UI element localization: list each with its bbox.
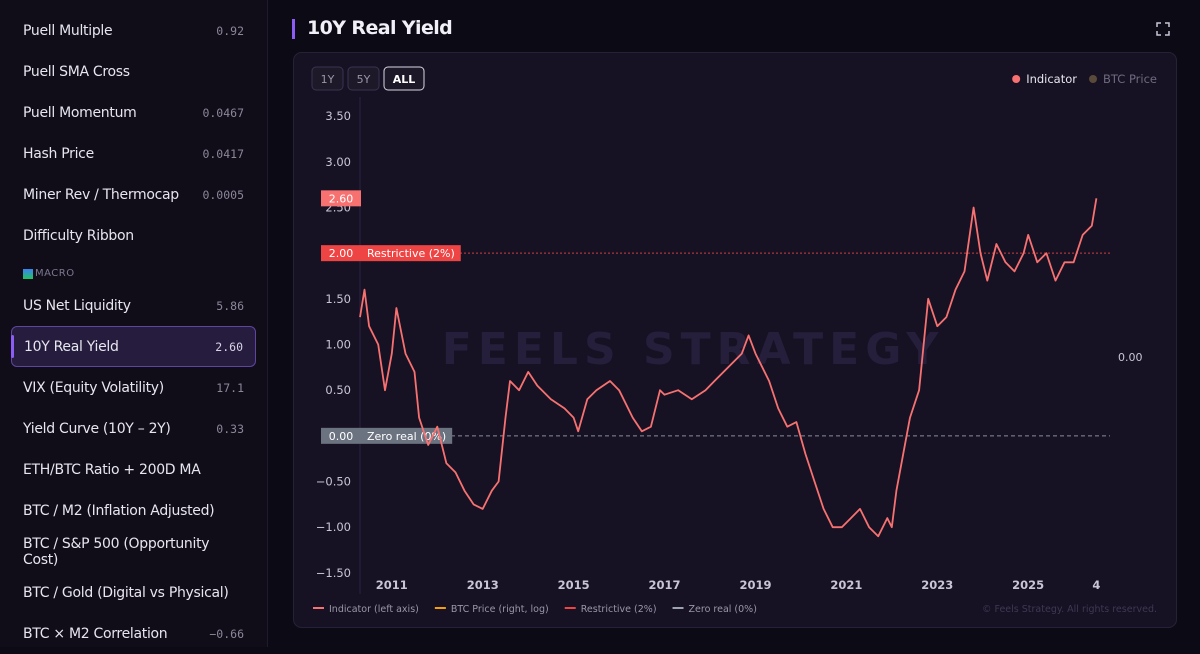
footer-legend-label: BTC Price (right, log) xyxy=(451,604,549,615)
footer-legend-label: Restrictive (2%) xyxy=(581,604,657,615)
x-tick-label: 2011 xyxy=(376,578,408,592)
y-tick-label: −1.50 xyxy=(316,566,351,580)
sidebar-item[interactable]: BTC / S&P 500 (Opportunity Cost) xyxy=(11,531,256,572)
item-name: Puell Momentum xyxy=(23,104,137,121)
y-tick-label: −1.00 xyxy=(316,520,351,534)
sidebar: Puell Multiple 0.92 Puell SMA Cross Puell M… xyxy=(0,0,268,647)
y-tick-label: 3.50 xyxy=(325,109,351,123)
section-header: MACRO xyxy=(11,256,256,285)
sidebar-item[interactable]: Miner Rev / Thermocap 0.0005 xyxy=(11,174,256,215)
item-name: 10Y Real Yield xyxy=(24,338,119,355)
sidebar-item[interactable]: BTC / M2 (Inflation Adjusted) xyxy=(11,490,256,531)
item-value: 0.33 xyxy=(216,421,244,436)
range-button-label: ALL xyxy=(393,73,416,86)
x-tick-label: 2023 xyxy=(921,578,953,592)
sidebar-item[interactable]: Difficulty Ribbon xyxy=(11,215,256,256)
item-value: −0.66 xyxy=(209,626,244,641)
x-tick-label: 2021 xyxy=(830,578,862,592)
y-tick-label: 0.50 xyxy=(325,383,351,397)
y-tick-label: −0.50 xyxy=(316,475,351,489)
legend-swatch xyxy=(1089,75,1098,83)
item-name: BTC / M2 (Inflation Adjusted) xyxy=(23,502,215,519)
range-button-bg xyxy=(383,66,425,91)
chart-title: 10Y Real Yield xyxy=(307,17,453,39)
right-axis-label: 0.00 xyxy=(1118,351,1143,364)
sidebar-item[interactable]: VIX (Equity Volatility) 17.1 xyxy=(11,367,256,408)
reference-name: Restrictive (2%) xyxy=(367,247,455,260)
range-button-label: 5Y xyxy=(357,73,371,86)
footer-legend-label: Indicator (left axis) xyxy=(329,604,419,615)
indicator-line xyxy=(359,198,1098,538)
range-button-label: 1Y xyxy=(321,73,335,86)
panel-bg xyxy=(293,52,1177,628)
footer-legend-label: Zero real (0%) xyxy=(689,604,757,615)
item-value: 5.86 xyxy=(216,298,244,313)
item-name: ETH/BTC Ratio + 200D MA xyxy=(23,461,201,478)
item-name: Puell SMA Cross xyxy=(23,63,130,80)
item-name: BTC / Gold (Digital vs Physical) xyxy=(23,584,229,601)
reference-name-bg xyxy=(361,427,453,444)
sidebar-item[interactable]: ETH/BTC Ratio + 200D MA xyxy=(11,449,256,490)
item-value: 0.0005 xyxy=(202,187,244,202)
item-value: 2.60 xyxy=(215,339,243,354)
item-name: Yield Curve (10Y – 2Y) xyxy=(23,420,171,437)
current-label: 2.60 xyxy=(329,192,354,205)
reference-badge xyxy=(321,245,361,262)
legend-swatch xyxy=(1012,75,1021,83)
item-name: BTC × M2 Correlation xyxy=(23,625,168,642)
item-name: Hash Price xyxy=(23,145,94,162)
reference-name-bg xyxy=(361,245,461,262)
sidebar-item[interactable]: Puell Momentum 0.0467 xyxy=(11,92,256,133)
reference-badge xyxy=(321,427,361,444)
sidebar-item[interactable]: Hash Price 0.0417 xyxy=(11,133,256,174)
reference-value: 0.00 xyxy=(329,430,354,443)
range-button[interactable]: ALL xyxy=(383,66,425,91)
item-name: US Net Liquidity xyxy=(23,297,131,314)
chart-panel: 1Y 5Y ALL BTC Price Indicator FEELS STRATEGY 3… xyxy=(293,52,1177,628)
copyright: © Feels Strategy. All rights reserved. xyxy=(982,604,1157,615)
legend-label: BTC Price xyxy=(1103,72,1157,86)
y-tick-label: 1.50 xyxy=(325,292,351,306)
current-badge xyxy=(321,190,361,207)
x-tick-label: 2015 xyxy=(558,578,590,592)
item-name: Miner Rev / Thermocap xyxy=(23,186,179,203)
sidebar-item[interactable]: US Net Liquidity 5.86 xyxy=(11,285,256,326)
y-tick-label: 3.00 xyxy=(325,155,351,169)
fullscreen-button[interactable] xyxy=(1156,22,1170,36)
item-name: Difficulty Ribbon xyxy=(23,227,134,244)
section-icon xyxy=(23,269,33,279)
x-tick-label: 4 xyxy=(1092,578,1100,592)
sidebar-item[interactable]: Puell Multiple 0.92 xyxy=(11,10,256,51)
range-button-bg xyxy=(311,66,344,91)
title-accent xyxy=(292,19,295,39)
x-tick-label: 2025 xyxy=(1012,578,1044,592)
sidebar-item[interactable]: BTC / Gold (Digital vs Physical) xyxy=(11,572,256,613)
y-tick-label: 1.00 xyxy=(325,338,351,352)
item-value: 0.0417 xyxy=(202,146,244,161)
range-button[interactable]: 5Y xyxy=(347,66,380,91)
sidebar-item[interactable]: BTC × M2 Correlation −0.66 xyxy=(11,613,256,654)
item-value: 0.92 xyxy=(216,23,244,38)
item-name: Puell Multiple xyxy=(23,22,113,39)
item-value: 17.1 xyxy=(216,380,244,395)
item-name: BTC / S&P 500 (Opportunity Cost) xyxy=(23,535,210,568)
item-name: VIX (Equity Volatility) xyxy=(23,379,164,396)
sidebar-item[interactable]: Puell SMA Cross xyxy=(11,51,256,92)
reference-value: 2.00 xyxy=(329,247,354,260)
range-button-bg xyxy=(347,66,380,91)
item-value: 0.0467 xyxy=(202,105,244,120)
x-tick-label: 2019 xyxy=(739,578,771,592)
section-title: MACRO xyxy=(35,268,75,279)
legend-label: Indicator xyxy=(1026,72,1077,86)
sidebar-item[interactable]: Yield Curve (10Y – 2Y) 0.33 xyxy=(11,408,256,449)
x-tick-label: 2017 xyxy=(649,578,681,592)
x-tick-label: 2013 xyxy=(467,578,499,592)
range-button[interactable]: 1Y xyxy=(311,66,344,91)
sidebar-item[interactable]: 10Y Real Yield 2.60 xyxy=(11,326,256,367)
watermark: FEELS STRATEGY xyxy=(442,324,945,375)
